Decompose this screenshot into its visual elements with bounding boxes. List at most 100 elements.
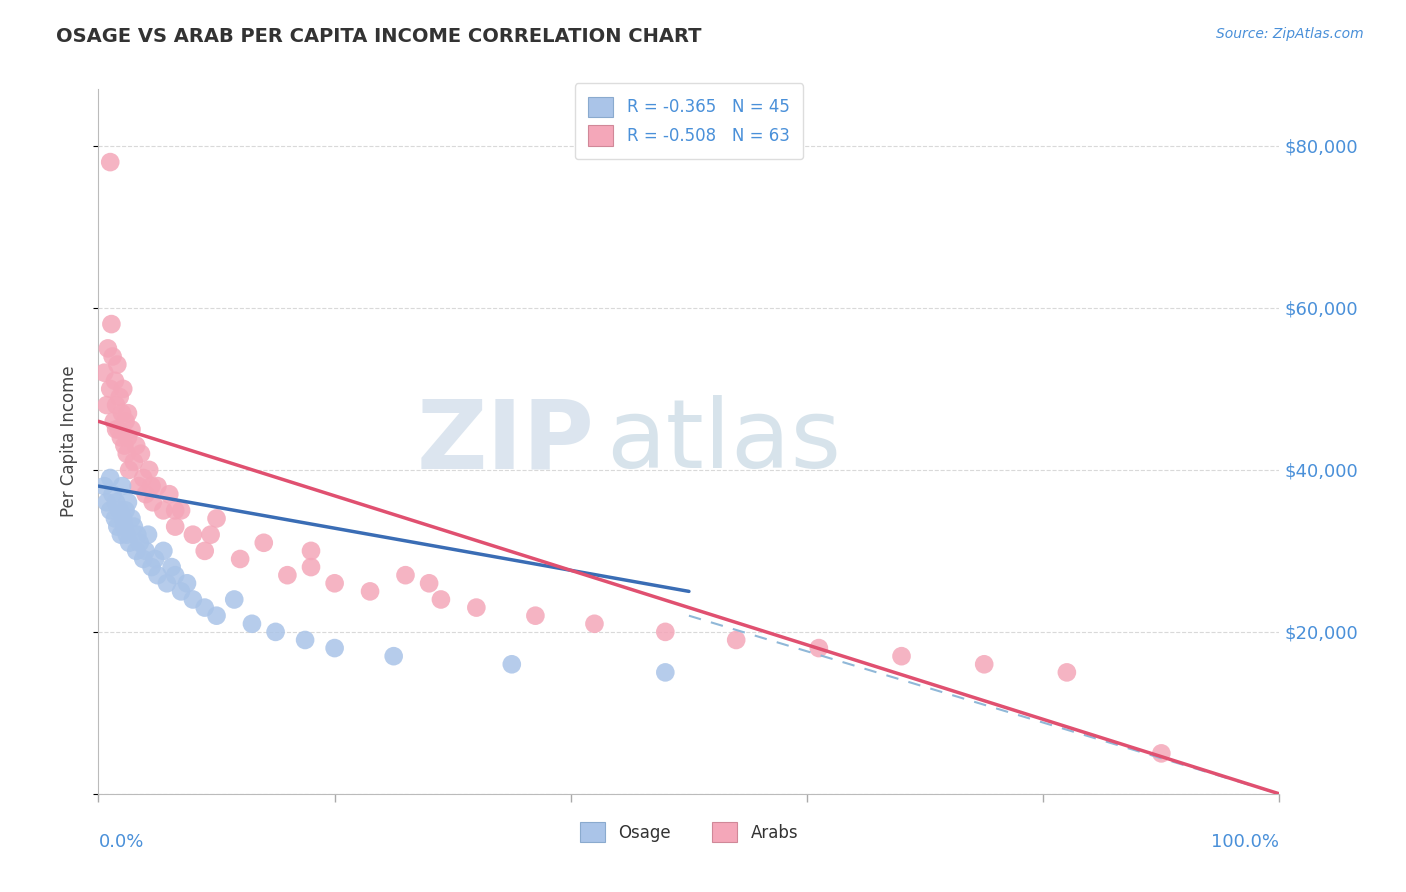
- Point: [114, 414, 136, 428]
- Point: [465, 600, 488, 615]
- Point: [105, 358, 128, 372]
- Point: [135, 544, 157, 558]
- Point: [294, 632, 316, 647]
- Point: [117, 430, 139, 444]
- Text: ZIP: ZIP: [416, 395, 595, 488]
- Point: [382, 649, 405, 664]
- Point: [181, 592, 204, 607]
- Point: [118, 536, 141, 550]
- Point: [101, 350, 124, 364]
- Point: [170, 584, 193, 599]
- Point: [112, 511, 135, 525]
- Point: [112, 439, 135, 453]
- Point: [98, 155, 121, 169]
- Legend: Osage, Arabs: Osage, Arabs: [574, 815, 804, 849]
- Point: [129, 447, 152, 461]
- Point: [264, 624, 287, 639]
- Point: [418, 576, 440, 591]
- Point: [104, 374, 127, 388]
- Point: [127, 527, 149, 541]
- Point: [146, 568, 169, 582]
- Point: [146, 479, 169, 493]
- Point: [115, 447, 138, 461]
- Point: [654, 624, 676, 639]
- Point: [725, 632, 748, 647]
- Point: [105, 519, 128, 533]
- Point: [125, 544, 148, 558]
- Point: [108, 503, 131, 517]
- Y-axis label: Per Capita Income: Per Capita Income: [59, 366, 77, 517]
- Point: [156, 576, 179, 591]
- Point: [117, 495, 139, 509]
- Point: [973, 657, 995, 672]
- Point: [276, 568, 298, 582]
- Point: [501, 657, 523, 672]
- Point: [194, 544, 217, 558]
- Point: [132, 552, 155, 566]
- Point: [121, 422, 143, 436]
- Point: [323, 576, 346, 591]
- Point: [115, 527, 138, 541]
- Point: [112, 382, 135, 396]
- Point: [108, 390, 131, 404]
- Point: [240, 616, 263, 631]
- Point: [121, 511, 143, 525]
- Point: [105, 422, 128, 436]
- Point: [141, 560, 163, 574]
- Point: [122, 519, 145, 533]
- Point: [98, 471, 121, 485]
- Text: OSAGE VS ARAB PER CAPITA INCOME CORRELATION CHART: OSAGE VS ARAB PER CAPITA INCOME CORRELAT…: [56, 27, 702, 45]
- Point: [98, 503, 121, 517]
- Point: [224, 592, 246, 607]
- Point: [890, 649, 912, 664]
- Point: [253, 536, 276, 550]
- Point: [103, 414, 125, 428]
- Point: [176, 576, 198, 591]
- Point: [128, 536, 150, 550]
- Point: [118, 463, 141, 477]
- Point: [181, 527, 204, 541]
- Point: [524, 608, 547, 623]
- Point: [138, 463, 160, 477]
- Point: [654, 665, 676, 680]
- Point: [152, 503, 174, 517]
- Point: [160, 560, 183, 574]
- Point: [93, 479, 115, 493]
- Text: Source: ZipAtlas.com: Source: ZipAtlas.com: [1216, 27, 1364, 41]
- Point: [205, 608, 228, 623]
- Point: [152, 544, 174, 558]
- Point: [194, 600, 217, 615]
- Point: [132, 471, 155, 485]
- Point: [1150, 747, 1173, 761]
- Point: [96, 495, 118, 509]
- Point: [135, 487, 157, 501]
- Point: [299, 560, 322, 574]
- Point: [200, 527, 222, 541]
- Point: [807, 641, 830, 656]
- Point: [165, 519, 187, 533]
- Point: [104, 511, 127, 525]
- Point: [111, 479, 134, 493]
- Point: [107, 422, 129, 436]
- Point: [97, 342, 120, 356]
- Point: [105, 495, 128, 509]
- Point: [122, 455, 145, 469]
- Point: [100, 317, 122, 331]
- Point: [583, 616, 606, 631]
- Point: [114, 503, 136, 517]
- Point: [229, 552, 252, 566]
- Point: [359, 584, 381, 599]
- Text: atlas: atlas: [606, 395, 841, 488]
- Point: [299, 544, 322, 558]
- Point: [128, 479, 150, 493]
- Point: [117, 406, 139, 420]
- Point: [143, 552, 166, 566]
- Point: [165, 568, 187, 582]
- Point: [142, 495, 165, 509]
- Point: [170, 503, 193, 517]
- Point: [157, 487, 180, 501]
- Point: [141, 479, 163, 493]
- Point: [98, 382, 121, 396]
- Text: 100.0%: 100.0%: [1212, 832, 1279, 851]
- Point: [125, 439, 148, 453]
